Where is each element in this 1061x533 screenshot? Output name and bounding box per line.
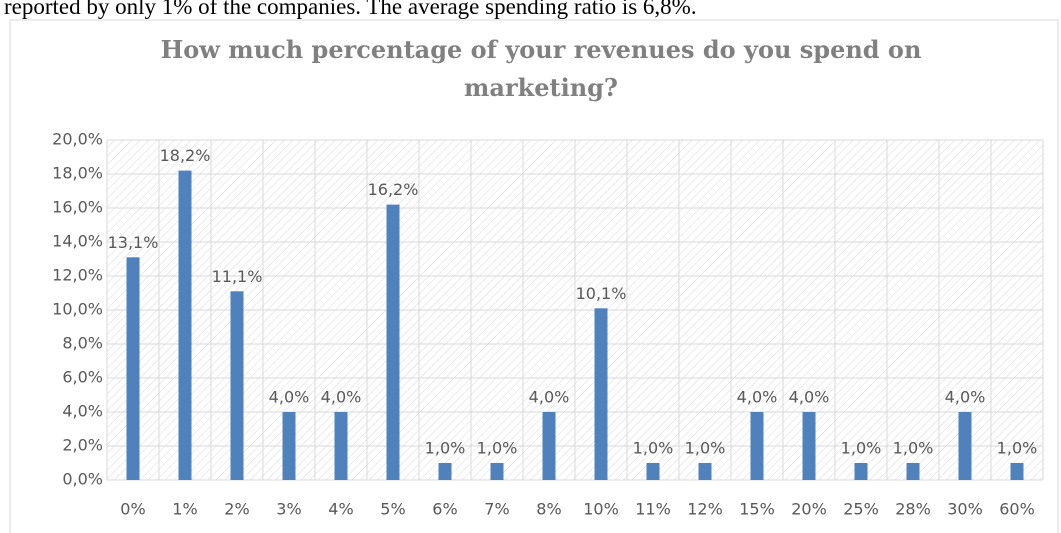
data-label: 4,0% bbox=[737, 388, 778, 407]
data-label: 1,0% bbox=[685, 439, 726, 458]
x-tick-label: 10% bbox=[583, 500, 619, 519]
bar bbox=[594, 308, 608, 480]
x-tick-label: 6% bbox=[432, 500, 457, 519]
bar bbox=[230, 291, 244, 480]
data-label: 1,0% bbox=[841, 439, 882, 458]
y-tick-label: 14,0% bbox=[52, 232, 103, 251]
y-tick-label: 10,0% bbox=[52, 300, 103, 319]
data-label: 4,0% bbox=[321, 388, 362, 407]
data-label: 4,0% bbox=[529, 388, 570, 407]
data-label: 16,2% bbox=[368, 180, 419, 199]
y-tick-label: 0,0% bbox=[62, 470, 103, 489]
data-label: 4,0% bbox=[789, 388, 830, 407]
bar bbox=[698, 463, 712, 480]
data-label: 1,0% bbox=[893, 439, 934, 458]
x-tick-label: 20% bbox=[791, 500, 827, 519]
bar bbox=[438, 463, 452, 480]
y-tick-label: 12,0% bbox=[52, 266, 103, 285]
bar bbox=[282, 412, 296, 480]
data-label: 1,0% bbox=[633, 439, 674, 458]
bar bbox=[334, 412, 348, 480]
y-tick-label: 8,0% bbox=[62, 334, 103, 353]
x-tick-label: 7% bbox=[484, 500, 509, 519]
data-label: 18,2% bbox=[160, 146, 211, 165]
bar bbox=[906, 463, 920, 480]
data-label: 13,1% bbox=[108, 233, 159, 252]
data-label: 1,0% bbox=[477, 439, 518, 458]
y-tick-label: 20,0% bbox=[52, 130, 103, 149]
bar bbox=[178, 170, 192, 480]
x-tick-label: 1% bbox=[172, 500, 197, 519]
x-tick-label: 8% bbox=[536, 500, 561, 519]
x-tick-label: 4% bbox=[328, 500, 353, 519]
data-label: 10,1% bbox=[576, 284, 627, 303]
x-tick-label: 25% bbox=[843, 500, 879, 519]
y-tick-label: 6,0% bbox=[62, 368, 103, 387]
bar bbox=[490, 463, 504, 480]
bar bbox=[854, 463, 868, 480]
y-tick-label: 4,0% bbox=[62, 402, 103, 421]
document-text: reported by only 1% of the companies. Th… bbox=[4, 0, 697, 19]
x-tick-label: 30% bbox=[947, 500, 983, 519]
x-tick-label: 11% bbox=[635, 500, 671, 519]
bar bbox=[750, 412, 764, 480]
bar bbox=[542, 412, 556, 480]
x-tick-label: 15% bbox=[739, 500, 775, 519]
bar bbox=[646, 463, 660, 480]
y-tick-label: 2,0% bbox=[62, 436, 103, 455]
data-label: 4,0% bbox=[945, 388, 986, 407]
bar bbox=[802, 412, 816, 480]
data-label: 1,0% bbox=[997, 439, 1038, 458]
data-label: 11,1% bbox=[212, 267, 263, 286]
y-tick-label: 18,0% bbox=[52, 164, 103, 183]
data-label: 1,0% bbox=[425, 439, 466, 458]
chart-title: How much percentage of your revenues do … bbox=[161, 35, 922, 64]
chart-title: marketing? bbox=[464, 73, 618, 102]
bar bbox=[126, 257, 140, 480]
x-tick-label: 3% bbox=[276, 500, 301, 519]
bar bbox=[958, 412, 972, 480]
x-tick-label: 12% bbox=[687, 500, 723, 519]
x-tick-label: 60% bbox=[999, 500, 1035, 519]
x-tick-label: 2% bbox=[224, 500, 249, 519]
bar bbox=[386, 204, 400, 480]
y-tick-label: 16,0% bbox=[52, 198, 103, 217]
x-tick-label: 0% bbox=[120, 500, 145, 519]
x-tick-label: 28% bbox=[895, 500, 931, 519]
bar bbox=[1010, 463, 1024, 480]
x-tick-label: 5% bbox=[380, 500, 405, 519]
data-label: 4,0% bbox=[269, 388, 310, 407]
